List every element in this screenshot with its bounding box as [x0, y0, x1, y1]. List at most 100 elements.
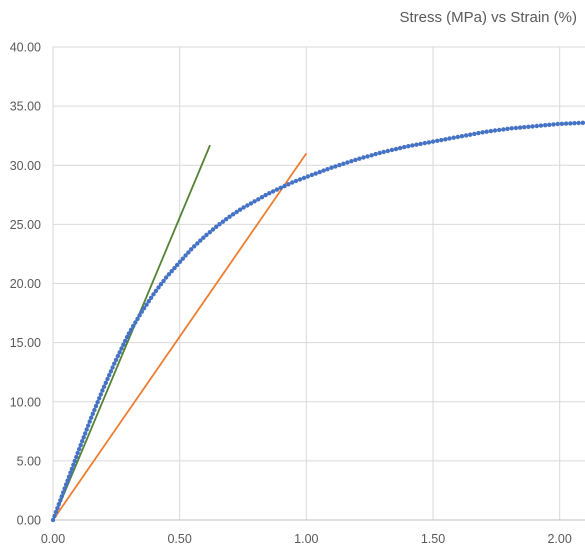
data-point: [119, 346, 124, 351]
data-point: [309, 172, 314, 178]
data-point: [126, 331, 132, 336]
data-point: [69, 466, 75, 471]
data-point: [139, 309, 144, 314]
data-point: [56, 502, 61, 507]
data-point: [463, 133, 469, 138]
data-point: [245, 203, 250, 208]
data-point: [517, 125, 523, 130]
data-point: [90, 411, 96, 416]
data-point: [293, 178, 299, 184]
line-series: [52, 152, 308, 521]
data-point: [572, 121, 577, 126]
data-point: [509, 126, 514, 131]
y-tick-label: 25.00: [10, 218, 41, 232]
data-point: [505, 126, 510, 131]
data-point: [410, 143, 415, 148]
data-point: [89, 415, 94, 420]
data-point: [385, 148, 390, 154]
data-point: [158, 282, 164, 287]
data-point: [84, 427, 89, 432]
data-point: [66, 474, 72, 479]
data-point: [349, 159, 354, 164]
data-point: [68, 470, 73, 475]
data-point: [397, 145, 403, 151]
data-point: [103, 380, 109, 385]
x-tick-label: 1.00: [294, 532, 318, 546]
data-point: [252, 199, 257, 204]
data-point: [50, 517, 56, 523]
data-point: [430, 139, 436, 144]
data-point: [83, 431, 88, 436]
data-point: [321, 168, 326, 173]
data-point: [151, 292, 156, 297]
data-point: [148, 295, 154, 300]
data-point: [267, 191, 272, 196]
data-point: [220, 219, 226, 224]
data-point: [443, 137, 448, 142]
data-point: [369, 153, 374, 158]
data-point: [144, 302, 149, 307]
data-point: [230, 212, 236, 217]
data-point: [204, 232, 209, 238]
data-point: [63, 482, 69, 487]
x-tick-label: 1.50: [421, 532, 445, 546]
data-point: [74, 454, 79, 460]
data-point: [87, 419, 92, 424]
data-point: [555, 121, 560, 127]
data-point: [337, 162, 342, 168]
data-point: [195, 241, 200, 246]
data-point: [377, 150, 382, 156]
data-point: [117, 350, 122, 355]
data-point: [180, 256, 185, 261]
data-point: [282, 183, 287, 189]
data-point: [256, 197, 261, 202]
data-point: [124, 334, 130, 340]
data-point: [530, 124, 535, 129]
data-point: [333, 164, 338, 169]
data-point: [274, 187, 280, 192]
data-point: [455, 134, 460, 140]
data-point: [183, 253, 188, 258]
data-point: [389, 147, 395, 153]
data-point: [393, 146, 399, 152]
data-point: [345, 160, 350, 165]
data-point: [189, 247, 194, 252]
data-point: [361, 155, 366, 160]
line-series: [52, 144, 211, 521]
data-point: [163, 275, 169, 280]
data-point: [156, 285, 161, 290]
data-point: [543, 123, 548, 128]
data-point: [113, 357, 119, 362]
chart-title: Stress (MPa) vs Strain (%): [399, 9, 577, 26]
data-point: [341, 161, 346, 166]
data-point: [547, 122, 552, 128]
data-point: [263, 192, 268, 198]
data-point: [313, 171, 318, 176]
data-point: [534, 123, 539, 129]
x-tick-label: 2.00: [547, 532, 571, 546]
data-point: [161, 278, 166, 284]
data-point: [153, 288, 159, 294]
x-tick-label: 0.00: [41, 532, 65, 546]
data-point: [301, 175, 307, 181]
data-point: [80, 439, 85, 444]
data-point: [217, 222, 222, 227]
data-point: [72, 458, 78, 464]
data-point: [177, 259, 183, 264]
data-point: [112, 361, 117, 366]
data-point: [270, 189, 276, 194]
data-point: [135, 316, 140, 322]
data-point: [484, 129, 489, 134]
data-point: [65, 478, 70, 483]
data-point: [97, 396, 102, 401]
data-point: [357, 156, 362, 161]
data-point: [241, 205, 246, 210]
data-point: [128, 327, 134, 332]
data-point: [406, 144, 411, 149]
data-point: [131, 323, 136, 329]
data-point: [526, 124, 531, 129]
data-point: [227, 214, 232, 219]
data-point: [290, 180, 295, 185]
data-point: [501, 127, 506, 132]
